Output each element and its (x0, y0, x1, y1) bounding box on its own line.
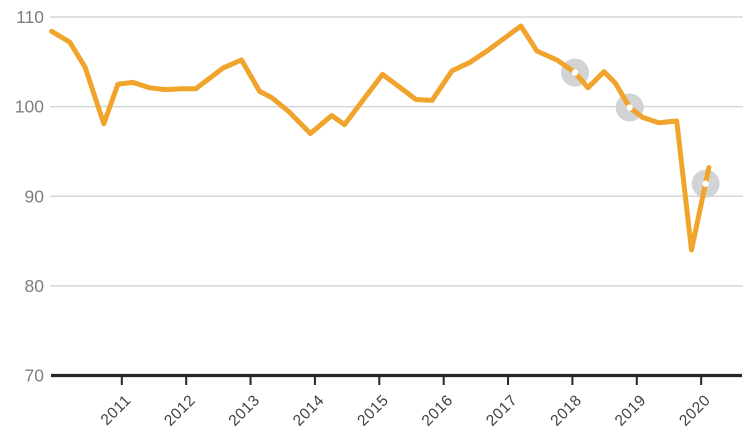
highlight-point-dot (571, 69, 579, 76)
x-tick-label: 2018 (547, 392, 585, 430)
y-tick-label: 70 (25, 366, 45, 386)
x-tick-label: 2013 (226, 392, 264, 430)
x-tick-label: 2016 (419, 392, 457, 430)
x-tick-label: 2019 (612, 392, 650, 430)
highlight-point-dot (626, 104, 633, 111)
x-tick-label: 2017 (483, 392, 521, 430)
y-tick-label: 90 (25, 186, 45, 206)
y-tick-label: 80 (25, 276, 45, 296)
y-tick-label: 100 (15, 97, 44, 117)
x-tick-label: 2020 (676, 392, 714, 430)
data-line (49, 23, 712, 253)
x-tick-label: 2015 (354, 392, 392, 430)
x-tick-label: 2011 (98, 392, 135, 429)
x-tick-label: 2012 (161, 392, 199, 430)
highlight-point-dot (702, 180, 709, 187)
x-tick-label: 2014 (290, 392, 328, 430)
y-tick-label: 110 (16, 7, 44, 27)
